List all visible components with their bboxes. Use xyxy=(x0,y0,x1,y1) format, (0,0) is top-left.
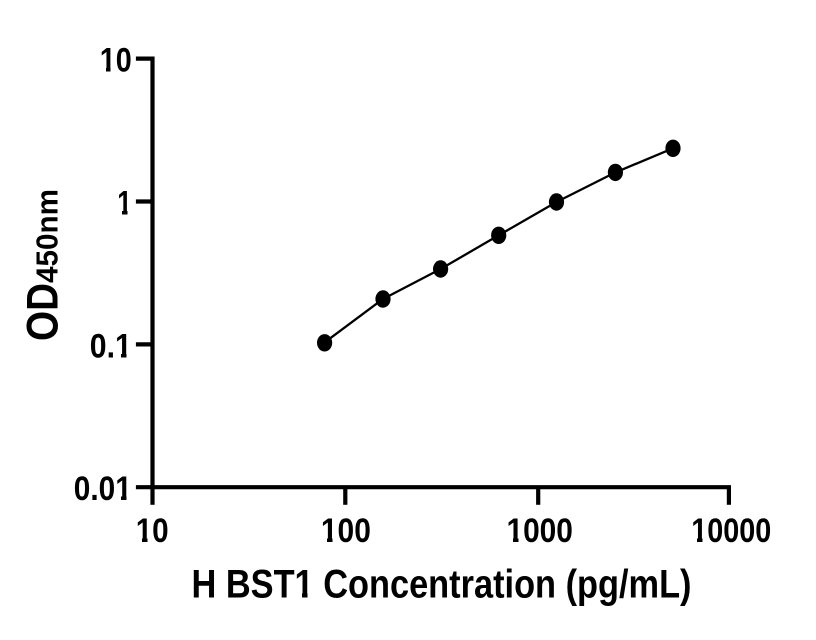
svg-text:1000: 1000 xyxy=(506,512,573,550)
svg-text:0.01: 0.01 xyxy=(74,470,132,508)
svg-text:0.1: 0.1 xyxy=(90,327,132,365)
svg-text:10: 10 xyxy=(136,512,169,550)
svg-text:100: 100 xyxy=(321,512,371,550)
svg-text:10: 10 xyxy=(100,42,132,80)
svg-text:450nm: 450nm xyxy=(31,189,65,283)
svg-text:H BST1 Concentration (pg/mL): H BST1 Concentration (pg/mL) xyxy=(192,562,692,606)
svg-text:10000: 10000 xyxy=(691,512,771,550)
svg-text:1: 1 xyxy=(117,185,132,223)
svg-text:OD: OD xyxy=(19,283,68,341)
